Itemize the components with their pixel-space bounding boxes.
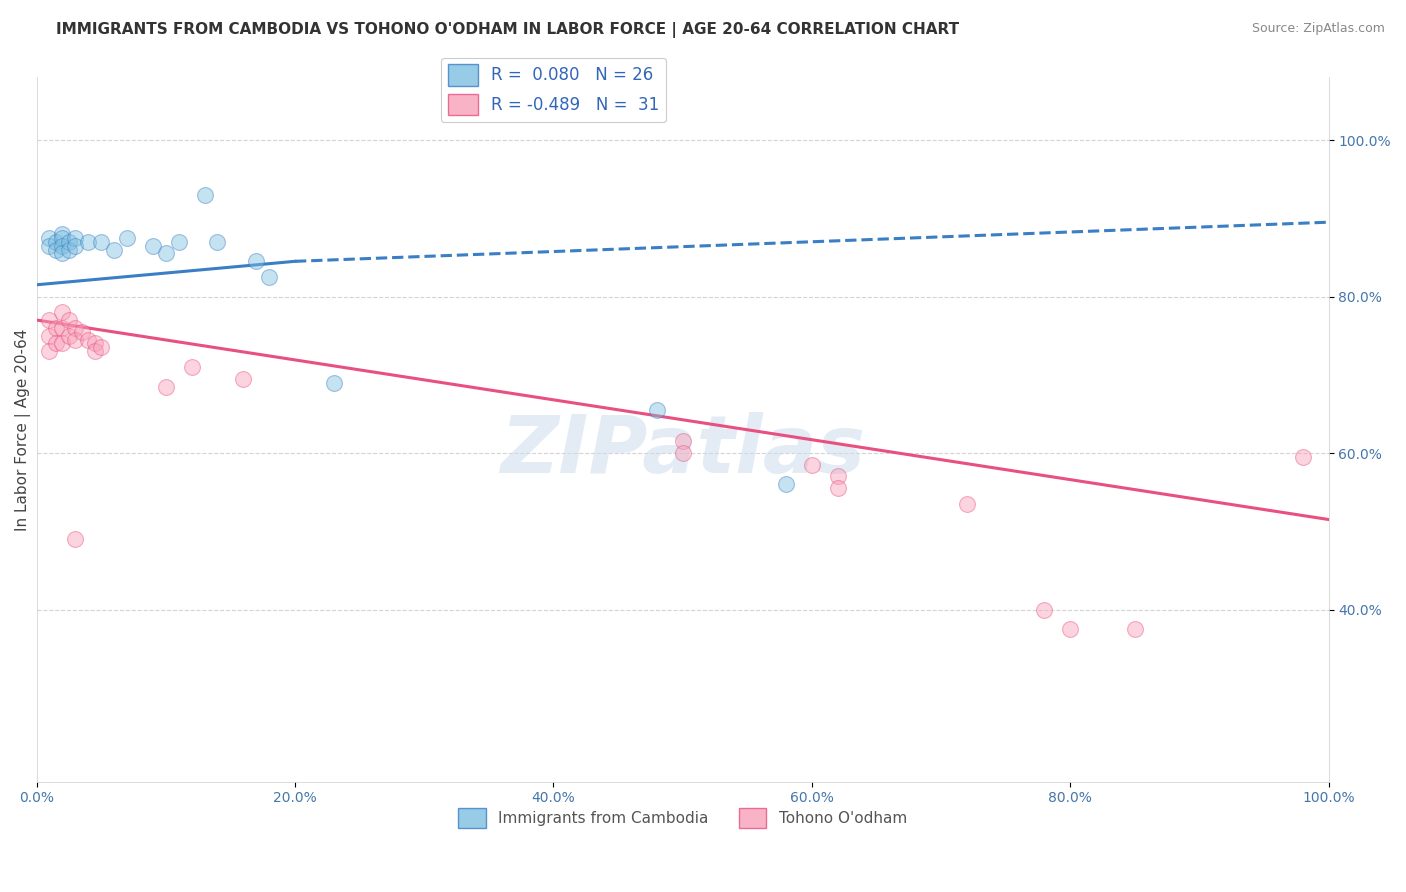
Legend: Immigrants from Cambodia, Tohono O'odham: Immigrants from Cambodia, Tohono O'odham [453, 802, 912, 834]
Point [45, 243, 67, 257]
Point [51, 246, 73, 260]
Point [77, 235, 100, 249]
Point [207, 235, 229, 249]
Point [180, 359, 202, 374]
Point [775, 477, 797, 491]
Point [65, 333, 87, 347]
Point [45, 321, 67, 335]
Point [1292, 450, 1315, 464]
Text: ZIPatlas: ZIPatlas [501, 412, 865, 490]
Point [83, 336, 105, 351]
Point [1033, 602, 1056, 616]
Point [827, 481, 849, 495]
Point [257, 270, 280, 285]
Point [103, 243, 125, 257]
Point [38, 238, 60, 252]
Point [58, 313, 80, 327]
Point [65, 238, 87, 252]
Point [51, 231, 73, 245]
Point [142, 238, 165, 252]
Point [90, 340, 112, 354]
Point [70, 325, 93, 339]
Point [58, 243, 80, 257]
Point [65, 231, 87, 245]
Point [77, 333, 100, 347]
Y-axis label: In Labor Force | Age 20-64: In Labor Force | Age 20-64 [15, 328, 31, 531]
Point [45, 336, 67, 351]
Point [38, 231, 60, 245]
Point [51, 305, 73, 319]
Point [956, 497, 979, 511]
Point [1123, 622, 1146, 636]
Point [1059, 622, 1081, 636]
Point [58, 328, 80, 343]
Point [193, 187, 215, 202]
Point [38, 328, 60, 343]
Point [155, 379, 177, 393]
Point [800, 458, 823, 472]
Point [167, 235, 190, 249]
Point [671, 446, 693, 460]
Point [322, 376, 344, 390]
Point [671, 434, 693, 449]
Point [90, 235, 112, 249]
Point [245, 254, 267, 268]
Point [65, 321, 87, 335]
Text: IMMIGRANTS FROM CAMBODIA VS TOHONO O'ODHAM IN LABOR FORCE | AGE 20-64 CORRELATIO: IMMIGRANTS FROM CAMBODIA VS TOHONO O'ODH… [56, 22, 959, 38]
Point [51, 336, 73, 351]
Point [45, 235, 67, 249]
Point [232, 372, 254, 386]
Point [51, 321, 73, 335]
Point [58, 235, 80, 249]
Point [65, 532, 87, 546]
Point [51, 238, 73, 252]
Point [155, 246, 177, 260]
Point [38, 344, 60, 359]
Point [115, 231, 138, 245]
Point [38, 313, 60, 327]
Point [645, 403, 668, 417]
Text: Source: ZipAtlas.com: Source: ZipAtlas.com [1251, 22, 1385, 36]
Point [51, 227, 73, 241]
Point [83, 344, 105, 359]
Point [827, 469, 849, 483]
